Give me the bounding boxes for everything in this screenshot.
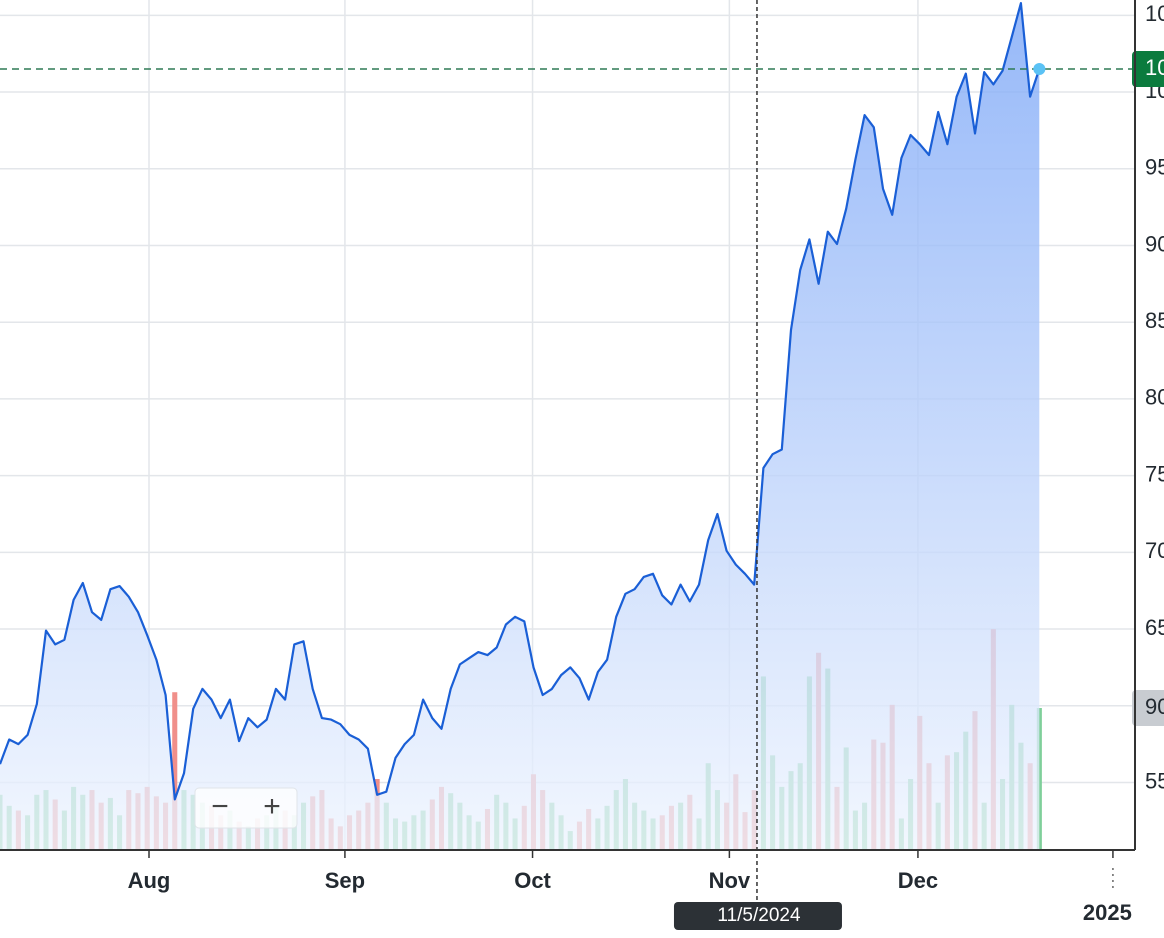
price-area — [0, 2, 1135, 851]
x-tick-label: Sep — [325, 868, 365, 893]
y-tick-label: 105 — [1145, 1, 1164, 26]
last-price-label: 101.5 — [1145, 55, 1164, 80]
last-price-tag — [1132, 51, 1164, 88]
x-tick-label: Dec — [898, 868, 938, 893]
x-tick-label: Nov — [709, 868, 751, 893]
last-price-dot — [1033, 63, 1046, 76]
price-fill — [0, 3, 1040, 851]
zoom-controls[interactable]: − + — [194, 787, 298, 829]
crosshair-tag — [673, 902, 842, 930]
zoom-box — [194, 787, 298, 829]
x-tick-label: Aug — [128, 868, 171, 893]
zoom-in[interactable]: + — [263, 790, 281, 823]
zoom-out[interactable]: − — [211, 790, 229, 823]
y-tick-label: 95 — [1145, 155, 1164, 180]
y-tick-label: 75 — [1145, 461, 1164, 486]
y-tick-label: 85 — [1145, 308, 1164, 333]
y-tick-label: 65 — [1145, 615, 1164, 640]
volume-bar — [172, 692, 178, 850]
x-tick-label: 2025 — [1083, 900, 1132, 925]
volume-tag-label: 90 — [1145, 694, 1164, 719]
y-tick-label: 55 — [1145, 768, 1164, 793]
y-tick-label: 80 — [1145, 385, 1164, 410]
volume-bar — [1036, 708, 1042, 850]
y-tick-label: 70 — [1145, 538, 1164, 563]
price-line — [0, 2, 1041, 801]
y-tick-label: 90 — [1145, 231, 1164, 256]
volume-tag — [1132, 690, 1164, 726]
crosshair-label: 11/5/2024 — [717, 905, 801, 926]
x-tick-label: Oct — [514, 868, 551, 893]
